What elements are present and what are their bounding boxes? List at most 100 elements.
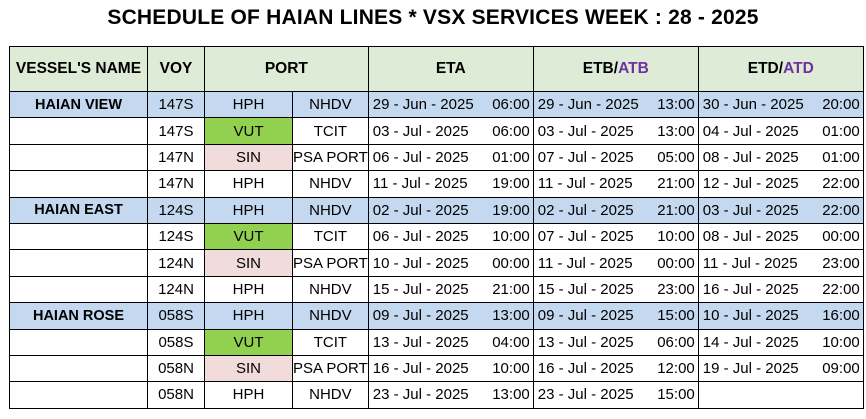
etd-cell: 12 - Jul - 2025 22:00 [697,170,864,198]
etd-cell: 14 - Jul - 2025 10:00 [697,328,864,356]
header-etb-atb: ETB/ATB [532,46,699,92]
voyage: 147S [147,117,205,145]
eta-cell: 06 - Jul - 2025 10:00 [367,222,534,251]
etb-cell: 07 - Jul - 2025 10:00 [532,222,699,251]
etb-time: 13:00 [657,122,695,140]
vessel-name [9,275,148,304]
eta-time: 00:00 [492,254,530,272]
eta-date: 16 - Jul - 2025 [372,360,469,378]
eta-cell: 10 - Jul - 2025 00:00 [367,249,534,277]
terminal: NHDV [292,170,369,198]
header-atd: ATD [783,60,814,77]
etb-cell: 29 - Jun - 2025 13:00 [532,90,699,119]
eta-time: 06:00 [492,122,530,140]
etd-cell [697,381,864,409]
terminal: TCIT [292,328,369,356]
etb-time: 21:00 [657,175,695,193]
vessel-name: HAIAN VIEW [9,90,148,119]
vessel-name [9,117,148,145]
etb-date: 11 - Jul - 2025 [537,254,633,272]
header-port: PORT [204,46,369,92]
header-etd-atd: ETD/ATD [697,46,864,92]
vessel-name: HAIAN ROSE [9,302,148,330]
vessel-name [9,354,148,383]
vessel-name [9,222,148,251]
eta-date: 15 - Jul - 2025 [372,280,469,298]
etd-cell: 11 - Jul - 2025 23:00 [697,249,864,277]
port-code: HPH [204,170,293,198]
terminal: PSA PORT [292,143,369,172]
etb-time: 10:00 [657,228,695,246]
table-row: 124S VUT TCIT 06 - Jul - 2025 10:00 07 - Jul … [9,222,864,251]
vessel-name: HAIAN EAST [9,196,148,224]
port-code: SIN [204,249,293,277]
port-code: HPH [204,196,293,224]
etb-date: 23 - Jul - 2025 [537,386,634,404]
eta-time: 19:00 [492,175,530,193]
eta-cell: 15 - Jul - 2025 21:00 [367,275,534,304]
etd-time: 22:00 [822,201,860,219]
etb-cell: 15 - Jul - 2025 23:00 [532,275,699,304]
eta-cell: 03 - Jul - 2025 06:00 [367,117,534,145]
port-code: SIN [204,354,293,383]
etb-time: 15:00 [657,386,695,404]
etd-time: 00:00 [822,228,860,246]
etb-cell: 11 - Jul - 2025 00:00 [532,249,699,277]
eta-date: 13 - Jul - 2025 [372,333,469,351]
etb-time: 23:00 [657,280,695,298]
vessel-name [9,170,148,198]
etb-date: 13 - Jul - 2025 [537,333,634,351]
etb-date: 07 - Jul - 2025 [537,148,634,166]
eta-time: 10:00 [492,228,530,246]
etd-date: 10 - Jul - 2025 [702,307,799,325]
port-code: VUT [204,328,293,356]
etd-time: 09:00 [822,360,860,378]
eta-cell: 23 - Jul - 2025 13:00 [367,381,534,409]
eta-date: 02 - Jul - 2025 [372,201,469,219]
voyage: 147N [147,170,205,198]
header-vessel: VESSEL'S NAME [9,46,148,92]
etd-cell: 03 - Jul - 2025 22:00 [697,196,864,224]
vessel-name [9,381,148,409]
port-code: HPH [204,302,293,330]
etd-time: 22:00 [822,280,860,298]
vessel-name [9,143,148,172]
etd-cell: 08 - Jul - 2025 00:00 [697,222,864,251]
header-row: VESSEL'S NAME VOY PORT ETA ETB/ATB ETD/A… [9,46,864,92]
terminal: TCIT [292,222,369,251]
etd-date: 11 - Jul - 2025 [702,254,798,272]
etb-cell: 23 - Jul - 2025 15:00 [532,381,699,409]
header-atb: ATB [618,60,649,77]
header-slash: / [613,60,619,77]
etd-cell: 08 - Jul - 2025 01:00 [697,143,864,172]
table-row: 147N HPH NHDV 11 - Jul - 2025 19:00 11 - Jul … [9,170,864,198]
eta-cell: 09 - Jul - 2025 13:00 [367,302,534,330]
etd-time: 01:00 [822,148,860,166]
voyage: 147S [147,90,205,119]
page-title: SCHEDULE OF HAIAN LINES * VSX SERVICES W… [107,6,759,29]
etd-date: 19 - Jul - 2025 [702,360,799,378]
etd-date: 03 - Jul - 2025 [702,201,799,219]
terminal: NHDV [292,90,369,119]
eta-date: 11 - Jul - 2025 [372,175,468,193]
eta-date: 09 - Jul - 2025 [372,307,469,325]
port-code: HPH [204,275,293,304]
eta-time: 06:00 [492,96,530,114]
terminal: NHDV [292,196,369,224]
eta-cell: 06 - Jul - 2025 01:00 [367,143,534,172]
table-row: HAIAN EAST 124S HPH NHDV 02 - Jul - 2025 19:0… [9,196,864,224]
eta-time: 10:00 [492,360,530,378]
vessel-name [9,328,148,356]
header-slash: / [778,60,784,77]
voyage: 124N [147,275,205,304]
terminal: PSA PORT [292,354,369,383]
etd-date: 16 - Jul - 2025 [702,280,799,298]
eta-time: 13:00 [492,307,530,325]
etd-time: 23:00 [822,254,860,272]
etd-date: 08 - Jul - 2025 [702,228,799,246]
etb-time: 05:00 [657,148,695,166]
voyage: 058S [147,328,205,356]
port-code: HPH [204,381,293,409]
port-code: VUT [204,117,293,145]
eta-time: 19:00 [492,201,530,219]
